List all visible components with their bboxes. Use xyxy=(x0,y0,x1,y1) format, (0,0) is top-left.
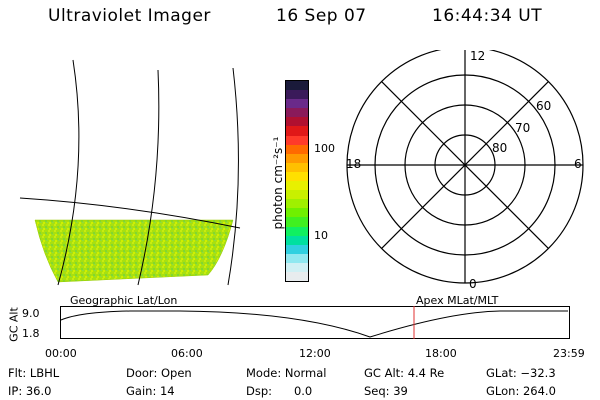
colorbar-segment xyxy=(286,162,308,172)
colorbar-tick-10: 10 xyxy=(314,229,328,242)
dsp-info: Dsp: 0.0 xyxy=(246,384,313,398)
longitude-line xyxy=(227,67,239,286)
colorbar-segment xyxy=(286,190,308,200)
mlt-label-12: 12 xyxy=(470,50,485,63)
colorbar-segment xyxy=(286,217,308,227)
lat-label-70: 70 xyxy=(515,121,530,135)
colorbar-segment xyxy=(286,144,308,154)
timeline-x-tick-1200: 12:00 xyxy=(299,347,331,360)
timeline-x-tick-0000: 00:00 xyxy=(45,347,77,360)
gain-info: Gain: 14 xyxy=(126,384,175,398)
colorbar-segment xyxy=(286,81,308,91)
colorbar-segment xyxy=(286,208,308,218)
mlt-label-6: 6 xyxy=(574,157,582,171)
time-label: 16:44:34 UT xyxy=(432,6,543,26)
colorbar-unit-label: photon cm⁻²s⁻¹ xyxy=(271,136,285,230)
glon-info: GLon: 264.0 xyxy=(486,384,556,398)
longitude-line xyxy=(137,69,160,286)
filter-info: Flt: LBHL xyxy=(8,366,60,380)
glat-info: GLat: −32.3 xyxy=(486,366,556,380)
timeline-y-tick-9: 9.0 xyxy=(22,307,40,320)
colorbar-segment xyxy=(286,108,308,118)
timeline-y-tick-1.8: 1.8 xyxy=(22,327,40,340)
timeline-x-tick-0600: 06:00 xyxy=(171,347,203,360)
colorbar-segment xyxy=(286,262,308,272)
auroral-emission-region xyxy=(34,219,234,283)
colorbar-segment xyxy=(286,199,308,209)
colorbar-segment xyxy=(286,90,308,100)
colorbar-segment xyxy=(286,135,308,145)
date-label: 16 Sep 07 xyxy=(276,6,367,26)
color-scale-bar xyxy=(285,80,309,282)
timeline-y-axis-label: GC Alt xyxy=(7,307,21,342)
gc-alt-info: GC Alt: 4.4 Re xyxy=(364,366,445,380)
auroral-image-panel xyxy=(19,59,241,286)
mlt-label-18: 18 xyxy=(346,157,361,171)
colorbar-segment xyxy=(286,226,308,236)
altitude-timeline-plot xyxy=(60,306,570,339)
longitude-line xyxy=(57,59,80,286)
colorbar-tick-100: 100 xyxy=(314,142,335,155)
colorbar-segment xyxy=(286,253,308,263)
colorbar-segment xyxy=(286,126,308,136)
colorbar-segment xyxy=(286,235,308,245)
mlt-label-0: 0 xyxy=(469,277,477,290)
timeline-x-tick-2359: 23:59 xyxy=(553,347,585,360)
colorbar-segment xyxy=(286,99,308,109)
colorbar-segment xyxy=(286,171,308,182)
colorbar-segment xyxy=(286,244,308,254)
colorbar-segment xyxy=(286,117,308,127)
altitude-trace xyxy=(60,310,568,338)
ip-info: IP: 36.0 xyxy=(8,384,52,398)
timeline-x-tick-1800: 18:00 xyxy=(425,347,457,360)
colorbar-segment xyxy=(286,271,308,282)
geographic-label: Geographic Lat/Lon xyxy=(70,294,178,307)
door-info: Door: Open xyxy=(126,366,192,380)
polar-mlat-mlt-plot: 12 18 6 0 60 70 80 xyxy=(346,50,584,290)
colorbar-segment xyxy=(286,153,308,163)
seq-info: Seq: 39 xyxy=(364,384,408,398)
lat-label-80: 80 xyxy=(492,141,507,155)
instrument-title: Ultraviolet Imager xyxy=(48,6,211,26)
colorbar-segment xyxy=(286,181,308,191)
mode-info: Mode: Normal xyxy=(246,366,327,380)
meridian-diagonal xyxy=(381,81,549,249)
lat-label-60: 60 xyxy=(536,99,551,113)
apex-label: Apex MLat/MLT xyxy=(416,294,499,307)
latitude-line xyxy=(19,197,241,229)
